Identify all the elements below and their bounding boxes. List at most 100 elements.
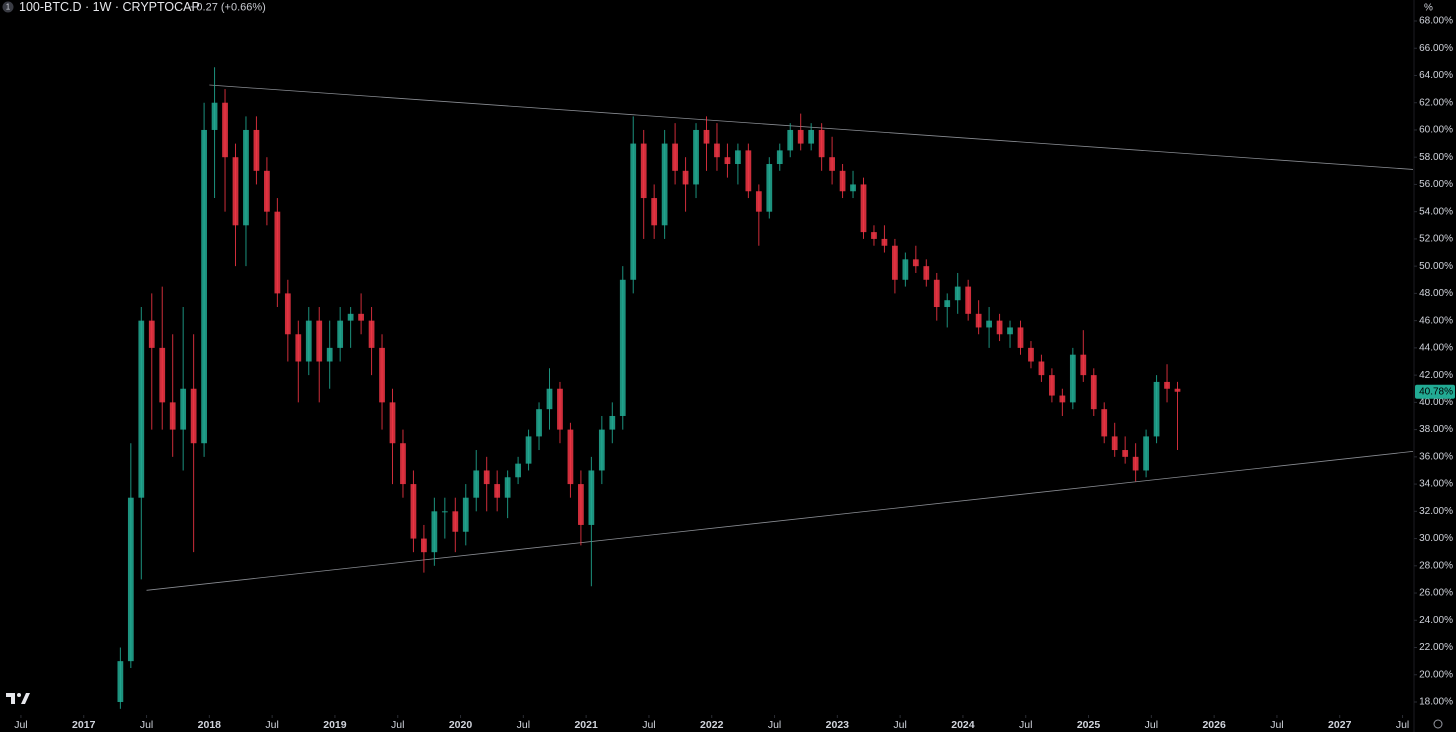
candle-body — [201, 129, 207, 444]
x-tick-label: 2018 — [198, 719, 222, 731]
candle-body — [892, 245, 898, 280]
candle-body — [1069, 354, 1076, 403]
candle-body — [588, 470, 595, 525]
unit-label[interactable]: % — [1424, 3, 1433, 14]
x-tick-label: Jul — [1396, 719, 1409, 731]
candle-body — [944, 300, 951, 308]
candle-body — [703, 129, 710, 144]
x-tick-label: Jul — [893, 719, 906, 731]
logo-part — [11, 693, 15, 704]
y-tick-label: 66.00% — [1419, 43, 1453, 54]
candle-body — [755, 191, 762, 212]
candle-body — [337, 320, 344, 348]
symbol-badge-icon — [2, 1, 14, 13]
candle-body — [441, 511, 448, 513]
candle-body — [839, 170, 846, 192]
y-tick-label: 28.00% — [1419, 560, 1453, 571]
candle-body — [316, 320, 323, 362]
plot-area — [117, 67, 1413, 709]
y-tick-label: 30.00% — [1419, 533, 1453, 544]
candle-body — [672, 143, 678, 171]
candle-body — [818, 129, 825, 158]
candle-body — [933, 279, 940, 308]
tradingview-logo[interactable] — [6, 693, 30, 704]
y-tick-label: 60.00% — [1419, 125, 1453, 136]
candle-body — [379, 347, 385, 403]
x-tick-label: Jul — [14, 719, 27, 731]
candle-body — [473, 470, 480, 498]
candle-body — [1101, 409, 1108, 437]
settings-icon[interactable] — [1433, 719, 1443, 729]
last-value-badge — [1415, 384, 1455, 399]
y-tick-label: 18.00% — [1419, 697, 1453, 708]
candle-body — [536, 409, 542, 437]
candle-body — [127, 497, 134, 662]
candle-body — [567, 429, 574, 485]
y-tick-label: 40.00% — [1419, 397, 1453, 408]
x-tick-label: 2021 — [574, 719, 598, 731]
chart-title: 100-BTC.D · 1W · CRYPTOCAP — [19, 0, 200, 14]
candle-body — [1017, 327, 1024, 348]
candle-body — [871, 232, 877, 239]
candle-body — [1049, 375, 1055, 396]
candle-body — [923, 266, 930, 280]
candle-body — [1111, 436, 1118, 451]
candle-body — [1153, 381, 1160, 437]
y-tick-label: 46.00% — [1419, 315, 1453, 326]
y-tick-label: 68.00% — [1419, 16, 1453, 27]
x-tick-label: 2017 — [72, 719, 96, 731]
candle-body — [452, 511, 459, 532]
candle-body — [640, 143, 647, 199]
y-tick-label: 38.00% — [1419, 424, 1453, 435]
x-tick-label: 2024 — [951, 719, 975, 731]
x-tick-label: Jul — [768, 719, 781, 731]
x-tick-label: 2020 — [449, 719, 473, 731]
y-tick-label: 22.00% — [1419, 642, 1453, 653]
trendline — [146, 450, 1413, 591]
logo-part — [21, 693, 30, 704]
x-tick-label: Jul — [517, 719, 530, 731]
candle-body — [494, 484, 501, 498]
candle-body — [190, 388, 197, 444]
candle-body — [138, 320, 145, 498]
candle-body — [651, 198, 658, 226]
x-tick-label: 2019 — [323, 719, 347, 731]
candle-body — [954, 286, 961, 301]
logo-part — [6, 693, 15, 697]
candle-body — [284, 293, 291, 335]
candle-body — [1122, 450, 1129, 457]
x-tick-label: Jul — [140, 719, 153, 731]
candle-body — [693, 129, 699, 185]
candle-body — [305, 320, 312, 362]
candle-body — [1164, 381, 1170, 389]
candle-body — [1174, 388, 1181, 392]
candle-body — [410, 484, 417, 539]
candle-body — [504, 477, 511, 498]
x-tick-label: Jul — [1019, 719, 1032, 731]
y-tick-label: 42.00% — [1419, 370, 1453, 381]
candle-body — [180, 388, 187, 430]
candle-body — [222, 102, 228, 158]
candle-body — [253, 129, 260, 171]
candle-body — [400, 443, 406, 485]
candle-body — [850, 184, 856, 192]
y-tick-label: 44.00% — [1419, 343, 1453, 354]
x-tick-label: 2027 — [1328, 719, 1352, 731]
candle-body — [881, 238, 888, 246]
candle-body — [609, 415, 616, 430]
y-tick-label: 48.00% — [1419, 288, 1453, 299]
candle-body — [1059, 395, 1066, 403]
candle-body — [159, 347, 166, 403]
candle-body — [295, 334, 302, 362]
candle-body — [1143, 436, 1149, 471]
candle-body — [368, 320, 375, 348]
y-tick-label: 62.00% — [1419, 97, 1453, 108]
candle-body — [776, 150, 783, 165]
candle-body — [264, 170, 270, 212]
candle-body — [714, 143, 720, 158]
price-change[interactable]: +0.27 (+0.66%) — [190, 1, 266, 13]
x-tick-label: Jul — [1145, 719, 1158, 731]
y-tick-label: 32.00% — [1419, 506, 1453, 517]
candle-body — [243, 129, 249, 226]
x-tick-label: Jul — [265, 719, 278, 731]
